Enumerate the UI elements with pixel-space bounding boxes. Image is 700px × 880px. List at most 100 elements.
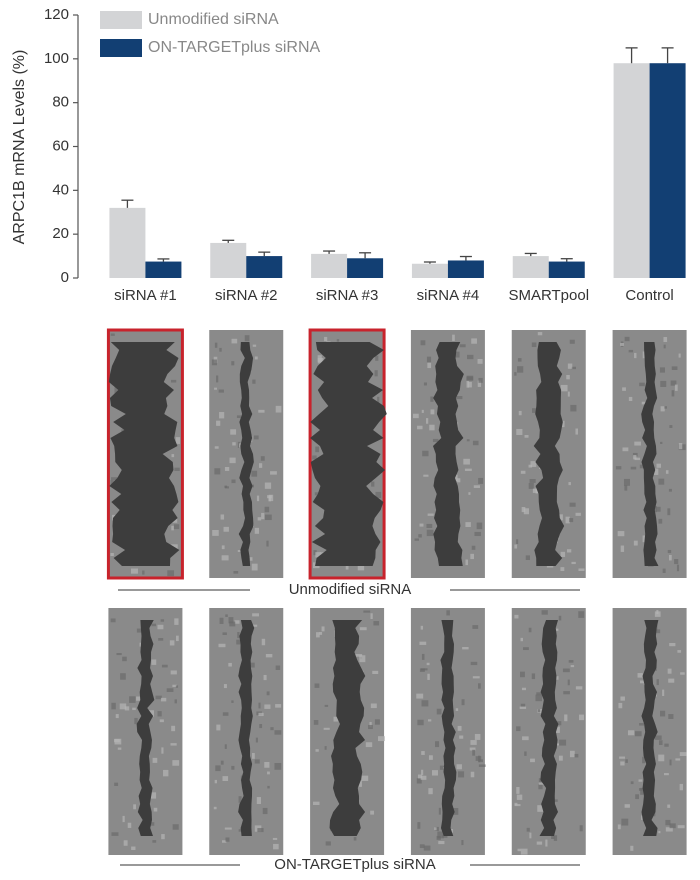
bar (548, 261, 585, 278)
texture (172, 684, 177, 687)
texture (434, 826, 439, 831)
error-bar (560, 258, 573, 262)
texture (446, 610, 450, 616)
texture (333, 716, 339, 722)
texture (452, 351, 460, 358)
texture (266, 540, 269, 547)
texture (224, 466, 230, 471)
texture (662, 568, 666, 574)
texture (175, 437, 181, 444)
texture (157, 624, 164, 630)
texture (658, 740, 663, 745)
texture (624, 336, 630, 342)
texture (127, 822, 132, 828)
texture (639, 382, 645, 387)
texture (521, 687, 526, 691)
wound (238, 342, 254, 566)
texture (568, 660, 574, 663)
texture (149, 822, 155, 826)
texture (579, 825, 583, 832)
texture (251, 563, 258, 571)
texture (313, 801, 320, 805)
texture (258, 409, 265, 413)
texture (638, 779, 643, 782)
texture (315, 552, 321, 558)
texture (264, 704, 271, 709)
texture (455, 708, 459, 711)
texture (654, 735, 662, 740)
texture (336, 339, 340, 342)
texture (222, 776, 229, 781)
wound (641, 620, 659, 836)
texture (467, 354, 474, 360)
texture (420, 775, 427, 780)
texture (129, 696, 136, 703)
texture (477, 359, 483, 364)
texture (658, 831, 661, 834)
texture (231, 765, 235, 770)
texture (252, 344, 257, 347)
texture (313, 550, 317, 556)
texture (231, 338, 238, 344)
texture (470, 740, 477, 745)
texture (130, 568, 138, 574)
texture (117, 747, 122, 750)
texture (473, 485, 481, 488)
texture (641, 401, 646, 405)
texture (232, 442, 236, 446)
texture (211, 359, 217, 366)
texture (520, 703, 526, 707)
texture (545, 839, 548, 847)
texture (222, 712, 229, 716)
texture (658, 518, 663, 524)
texture (420, 625, 424, 630)
texture (427, 719, 432, 722)
y-tick-label: 40 (52, 181, 69, 198)
texture (536, 841, 543, 845)
texture (257, 828, 264, 833)
texture (452, 334, 455, 341)
legend-label: Unmodified siRNA (148, 11, 279, 28)
texture (634, 731, 642, 737)
texture (430, 396, 434, 402)
texture (238, 829, 243, 832)
texture (478, 764, 486, 767)
texture (252, 613, 260, 617)
texture (251, 752, 255, 759)
texture (668, 678, 675, 683)
texture (517, 358, 522, 362)
texture (228, 662, 232, 667)
texture (163, 769, 169, 777)
texture (633, 455, 637, 460)
texture (522, 736, 529, 741)
texture (122, 815, 125, 823)
texture (234, 620, 240, 624)
texture (324, 704, 329, 707)
texture (617, 531, 625, 537)
texture (478, 477, 484, 484)
texture (465, 559, 468, 566)
texture (124, 706, 130, 711)
texture (537, 805, 544, 812)
texture (157, 711, 162, 717)
texture (435, 741, 440, 748)
texture (634, 352, 637, 359)
texture (132, 707, 136, 711)
texture (558, 755, 563, 761)
texture (324, 746, 327, 750)
texture (569, 502, 576, 507)
texture (574, 753, 579, 758)
texture (575, 686, 583, 690)
texture (474, 531, 481, 537)
texture (455, 396, 463, 400)
texture (516, 539, 519, 544)
texture (261, 512, 265, 520)
texture (359, 655, 366, 663)
texture (223, 526, 229, 532)
texture (560, 384, 568, 392)
texture (437, 831, 444, 839)
texture (667, 668, 672, 674)
texture (419, 844, 425, 849)
texture (266, 691, 270, 696)
texture (161, 834, 165, 840)
